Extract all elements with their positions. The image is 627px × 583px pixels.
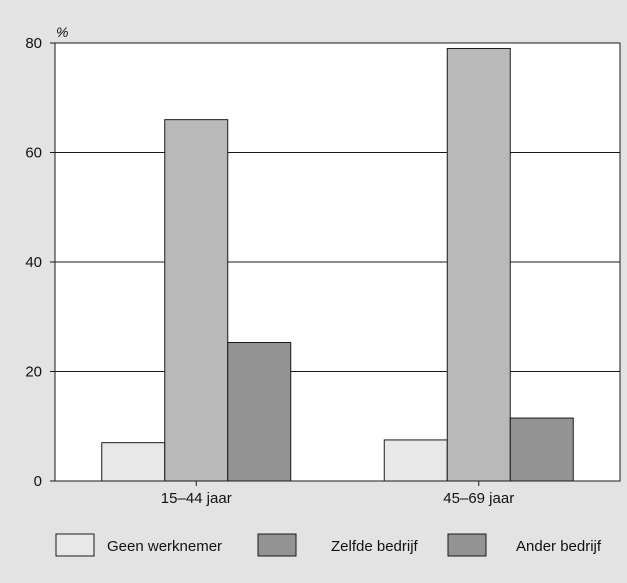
bar	[164, 119, 229, 482]
bars	[101, 47, 574, 482]
legend-label: Ander bedrijf	[516, 538, 602, 555]
axes: 0 20 40 60 80 15–44 jaar 45–69 jaar	[25, 35, 514, 507]
legend-swatch	[257, 533, 297, 557]
legend-swatch	[447, 533, 487, 557]
x-tick-label: 45–69 jaar	[443, 490, 514, 507]
legend-label: Geen werknemer	[107, 538, 222, 555]
y-tick-label: 20	[25, 364, 42, 381]
gridlines	[55, 152, 620, 372]
bar	[383, 439, 448, 482]
y-tick-label: 80	[25, 35, 42, 52]
legend: Geen werknemer Zelfde bedrijf Ander bedrij…	[55, 533, 602, 557]
bar	[101, 442, 166, 482]
legend-label: Zelfde bedrijf	[331, 538, 419, 555]
y-tick-label: 40	[25, 254, 42, 271]
bar	[509, 417, 574, 482]
y-axis-label: %	[56, 24, 68, 40]
x-tick-label: 15–44 jaar	[161, 490, 232, 507]
bar	[446, 47, 511, 482]
y-tick-label: 60	[25, 145, 42, 162]
y-tick-label: 0	[34, 473, 42, 490]
bar	[227, 341, 292, 482]
legend-swatch	[55, 533, 95, 557]
